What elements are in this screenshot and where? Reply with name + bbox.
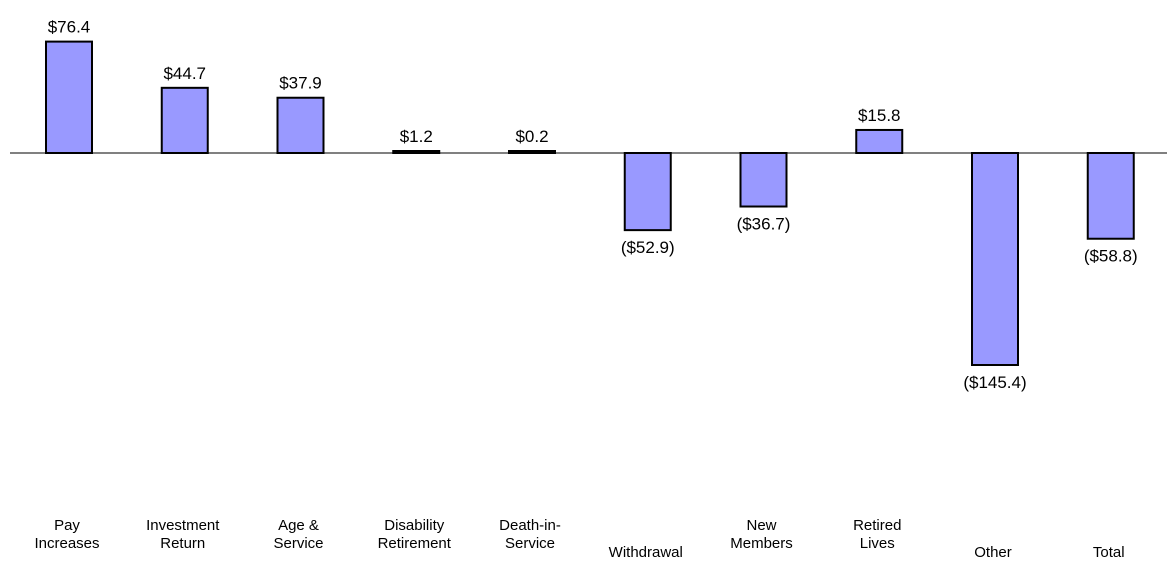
value-label-death-in-service: $0.2 (515, 127, 548, 146)
category-label-other: Other (974, 544, 1012, 561)
value-label-retired-lives: $15.8 (858, 106, 901, 125)
category-label-investment-return: Return (160, 535, 205, 552)
value-label-disability-retirement: $1.2 (400, 127, 433, 146)
value-label-withdrawal: ($52.9) (621, 238, 675, 257)
value-label-age-service: $37.9 (279, 74, 322, 93)
category-label-disability-retirement: Disability (384, 517, 445, 534)
category-label-age-service: Age & (278, 517, 319, 534)
bar-withdrawal (623, 152, 672, 232)
category-label-new-members: New (746, 517, 776, 534)
category-label-withdrawal: Withdrawal (609, 544, 683, 561)
bar-pay-increases (45, 40, 93, 155)
bars-group (45, 40, 1135, 366)
bar-age-service (276, 96, 325, 154)
category-label-death-in-service: Service (505, 535, 555, 552)
value-label-new-members: ($36.7) (737, 215, 791, 234)
bar-new-members (739, 152, 788, 208)
value-label-total: ($58.8) (1084, 247, 1138, 266)
category-label-pay-increases: Increases (34, 535, 99, 552)
category-label-retired-lives: Retired (853, 517, 901, 534)
category-label-investment-return: Investment (146, 517, 220, 534)
category-label-disability-retirement: Retirement (378, 535, 452, 552)
value-labels-group: $76.4 $44.7 $37.9 $1.2 $0.2 ($52.9) ($36.7) $15… (48, 18, 1138, 392)
bar-investment-return (160, 86, 209, 154)
category-label-death-in-service: Death-in- (499, 517, 561, 534)
bar-retired-lives (855, 128, 904, 154)
category-label-new-members: Members (730, 535, 793, 552)
category-label-retired-lives: Lives (860, 535, 895, 552)
category-label-total: Total (1093, 544, 1125, 561)
bar-total (1086, 152, 1135, 240)
value-label-investment-return: $44.7 (163, 64, 206, 83)
bar-other (971, 152, 1019, 366)
value-label-other: ($145.4) (963, 373, 1026, 392)
value-label-pay-increases: $76.4 (48, 18, 91, 37)
category-label-age-service: Service (273, 535, 323, 552)
category-label-pay-increases: Pay (54, 517, 80, 534)
